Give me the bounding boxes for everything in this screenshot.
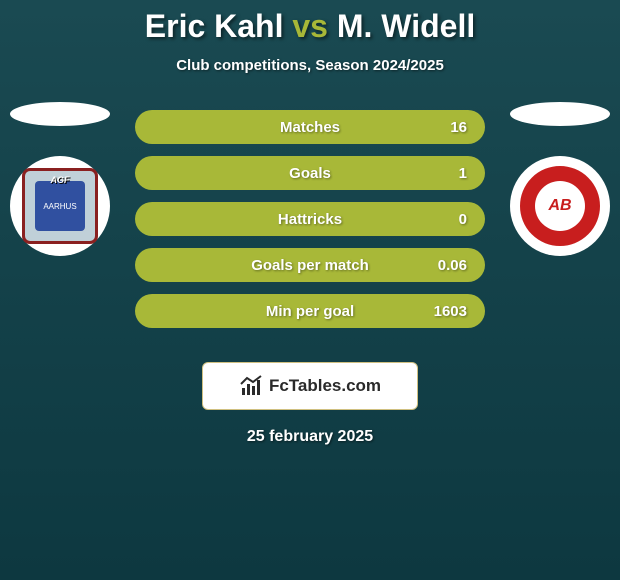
stat-row-matches: Matches 16 — [135, 110, 485, 144]
date-label: 25 february 2025 — [0, 428, 620, 446]
page-title: Eric Kahl vs M. Widell — [0, 8, 620, 45]
stat-value-right: 0 — [459, 211, 467, 228]
stat-label: Goals per match — [135, 257, 485, 274]
watermark-text: FcTables.com — [269, 376, 381, 396]
stat-label: Min per goal — [135, 303, 485, 320]
stat-value-right: 1 — [459, 165, 467, 182]
stat-row-goals-per-match: Goals per match 0.06 — [135, 248, 485, 282]
watermark-box: FcTables.com — [202, 362, 418, 410]
stats-list: Matches 16 Goals 1 Hattricks 0 Goals per… — [135, 110, 485, 340]
stat-row-goals: Goals 1 — [135, 156, 485, 190]
right-club-inner: AB — [535, 181, 585, 231]
left-badge-bg: AGF AARHUS — [10, 156, 110, 256]
player1-name: Eric Kahl — [145, 8, 284, 44]
header: Eric Kahl vs M. Widell Club competitions… — [0, 0, 620, 74]
stat-value-right: 0.06 — [438, 257, 467, 274]
stat-label: Goals — [135, 165, 485, 182]
stat-label: Hattricks — [135, 211, 485, 228]
right-club-logo: AB — [516, 162, 604, 250]
stat-row-min-per-goal: Min per goal 1603 — [135, 294, 485, 328]
player2-name: M. Widell — [337, 8, 475, 44]
right-badge-bg: AB — [510, 156, 610, 256]
left-ellipse — [10, 102, 110, 126]
left-club-inner: AARHUS — [35, 181, 85, 231]
stat-row-hattricks: Hattricks 0 — [135, 202, 485, 236]
right-ellipse — [510, 102, 610, 126]
left-club-logo: AGF AARHUS — [22, 168, 98, 244]
vs-label: vs — [292, 8, 328, 44]
left-club-abbr: AGF — [25, 175, 95, 185]
content-area: AGF AARHUS AB Matches 16 Goals 1 Hattric… — [0, 102, 620, 342]
stat-value-right: 1603 — [434, 303, 467, 320]
left-column: AGF AARHUS — [10, 102, 110, 256]
stat-label: Matches — [135, 119, 485, 136]
subtitle: Club competitions, Season 2024/2025 — [0, 57, 620, 74]
stat-value-right: 16 — [450, 119, 467, 136]
chart-icon — [239, 374, 263, 398]
right-column: AB — [510, 102, 610, 256]
